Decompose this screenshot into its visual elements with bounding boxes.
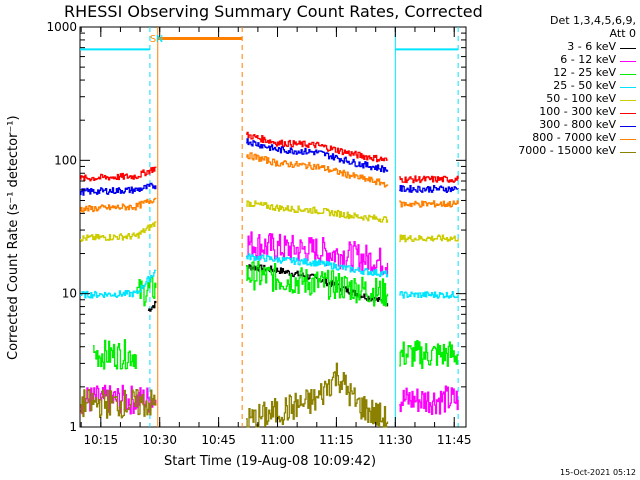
series-line-4-1 [246,200,389,223]
series-line-3-2 [399,290,459,299]
y-tick-label: 10 [62,287,77,301]
plot-frame [79,26,467,428]
chart-axes: 1 10 100 1000 10:15 10:30 10:45 11:00 11:15 11:30… [46,20,471,447]
legend-swatch [620,126,636,127]
chart-title: RHESSI Observing Summary Count Rates, Co… [64,2,483,21]
x-tick-label: 11:15 [319,433,354,447]
x-tick-label: 11:00 [260,433,295,447]
legend-item-label: 3 - 6 keV [567,40,616,53]
legend-item-label: 800 - 7000 keV [532,131,616,144]
legend-item-label: 7000 - 15000 keV [518,144,616,157]
series-line-0-1 [246,264,389,307]
flag-label-0: S [150,34,156,45]
legend-item-label: 12 - 25 keV [553,66,616,79]
x-tick-label: 11:45 [437,433,472,447]
series-line-1-2 [399,385,459,416]
legend-header-line2: Att 0 [609,27,636,40]
timestamp: 15-Oct-2021 05:12 [560,468,636,477]
series-line-1-1 [246,231,389,275]
x-tick-label: 10:30 [142,433,177,447]
series-line-4-2 [399,234,459,243]
x-tick-label: 10:45 [201,433,236,447]
x-axis-label: Start Time (19-Aug-08 10:09:42) [164,454,377,469]
legend-header-line1: Det 1,3,4,5,6,9, [549,14,636,27]
series-line-0-0 [147,300,157,312]
series-line-6-1 [246,138,389,173]
flag-label-1: N [156,34,163,45]
legend-swatch [620,74,636,75]
legend-item-label: 100 - 300 keV [539,105,616,118]
legend-item-label: 6 - 12 keV [560,53,616,66]
series-line-5-1 [246,131,389,163]
series-line-2-1 [136,275,157,307]
legend-swatch [620,87,636,88]
legend-swatch [620,113,636,114]
series-line-8-0 [80,388,157,419]
series-line-5-0 [80,166,157,182]
series-line-3-1 [246,253,389,278]
legend-item-label: 300 - 800 keV [539,118,616,131]
series-line-7-2 [399,200,459,208]
legend-item-label: 25 - 50 keV [553,79,616,92]
y-tick-label: 1 [69,420,77,434]
series-line-5-2 [399,175,459,184]
series-line-2-0 [93,339,137,370]
legend-swatch [620,100,636,101]
x-tick-label: 11:30 [378,433,413,447]
y-tick-label: 1000 [46,20,77,34]
series-line-8-1 [246,362,389,428]
legend-swatch [620,139,636,140]
legend-item-label: 50 - 100 keV [546,92,616,105]
legend-swatch [620,61,636,62]
series-line-2-3 [399,340,459,370]
legend-swatch [620,48,636,49]
y-axis-label: Corrected Count Rate (s⁻¹ detector⁻¹) [6,115,21,360]
series-line-7-1 [246,152,389,188]
series-line-4-0 [80,221,157,242]
series-line-3-0 [80,269,157,299]
series-line-2-2 [246,260,389,307]
y-tick-label: 100 [54,153,77,167]
legend-swatch [620,152,636,153]
series-line-6-2 [399,185,459,193]
series-line-6-0 [80,182,157,196]
series-line-7-0 [80,197,157,213]
x-tick-label: 10:15 [84,433,119,447]
